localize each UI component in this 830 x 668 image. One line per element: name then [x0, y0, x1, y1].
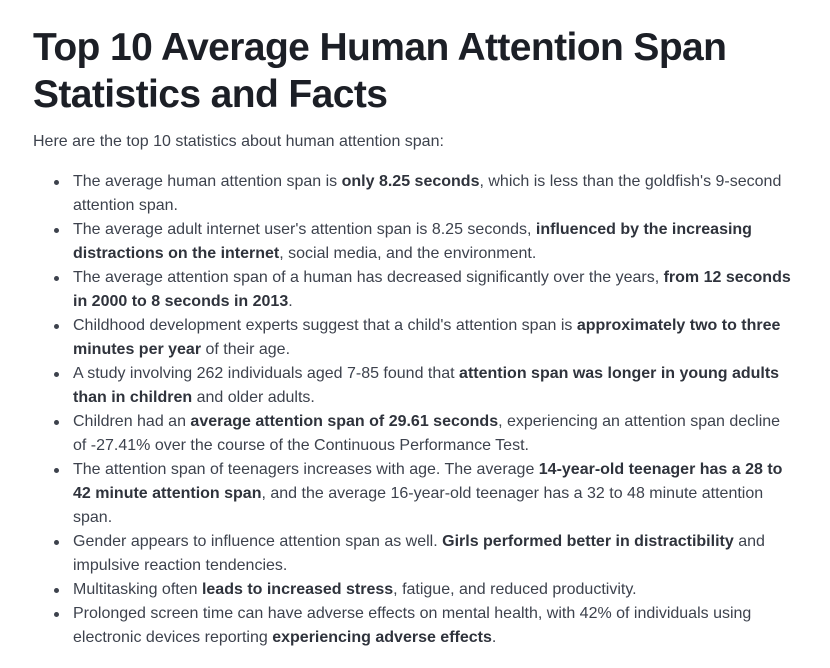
- fact-highlight: leads to increased stress: [201, 581, 394, 598]
- fact-text: , fatigue, and reduced productivity.: [393, 581, 637, 598]
- list-item: A study involving 262 individuals aged 7…: [54, 362, 796, 410]
- intro-paragraph: Here are the top 10 statistics about hum…: [33, 133, 444, 150]
- list-item: The average adult internet user's attent…: [54, 218, 796, 266]
- fact-text: and impulsive reaction tendencies.: [73, 533, 765, 574]
- fact-highlight: from 12 seconds in 2000 to 8 seconds in …: [73, 269, 791, 310]
- fact-text: .: [288, 293, 293, 310]
- list-item: The average attention span of a human ha…: [54, 266, 796, 314]
- fact-text: The average attention span of a human ha…: [73, 269, 664, 286]
- fact-highlight: influenced by the increasing distraction…: [73, 221, 752, 262]
- fact-text: , which is less than the goldfish's 9-se…: [73, 173, 782, 214]
- fact-highlight: Girls performed better in distractibilit…: [442, 533, 734, 550]
- fact-highlight: only 8.25 seconds: [341, 173, 480, 190]
- fact-highlight: experiencing adverse effects: [272, 629, 492, 646]
- fact-text: The average human attention span is: [73, 173, 342, 190]
- fact-text: The average adult internet user's attent…: [73, 221, 536, 238]
- list-item: Multitasking often leads to increased st…: [54, 578, 796, 602]
- fact-text: The attention span of teenagers increase…: [73, 461, 539, 478]
- fact-text: Children had an: [73, 413, 191, 430]
- fact-text: Gender appears to influence attention sp…: [73, 533, 443, 550]
- list-item: Prolonged screen time can have adverse e…: [54, 602, 796, 650]
- fact-text: Childhood development experts suggest th…: [73, 317, 577, 334]
- fact-text: of their age.: [201, 341, 291, 358]
- fact-text: Prolonged screen time can have adverse e…: [73, 605, 752, 646]
- list-item: Childhood development experts suggest th…: [54, 314, 796, 362]
- list-item: The average human attention span is only…: [54, 170, 796, 218]
- fact-highlight: 14-year-old teenager has a 28 to 42 minu…: [73, 461, 783, 502]
- list-item: Gender appears to influence attention sp…: [54, 530, 796, 578]
- fact-text: A study involving 262 individuals aged 7…: [73, 365, 460, 382]
- fact-highlight: approximately two to three minutes per y…: [73, 317, 781, 358]
- list-item: Children had an average attention span o…: [54, 410, 796, 458]
- fact-text: and older adults.: [192, 389, 315, 406]
- article: Top 10 Average Human Attention Span Stat…: [33, 26, 796, 650]
- fact-highlight: attention span was longer in young adult…: [73, 365, 780, 406]
- facts-list: The average human attention span is only…: [33, 170, 796, 650]
- fact-highlight: average attention span of 29.61 seconds: [190, 413, 499, 430]
- list-item: The attention span of teenagers increase…: [54, 458, 796, 530]
- fact-text: .: [491, 629, 497, 646]
- fact-text: , experiencing an attention span decline…: [73, 413, 781, 454]
- page-title: Top 10 Average Human Attention Span Stat…: [33, 26, 727, 116]
- fact-text: , and the average 16-year-old teenager h…: [73, 485, 764, 526]
- fact-text: Multitasking often: [73, 581, 202, 598]
- fact-text: , social media, and the environment.: [279, 245, 537, 262]
